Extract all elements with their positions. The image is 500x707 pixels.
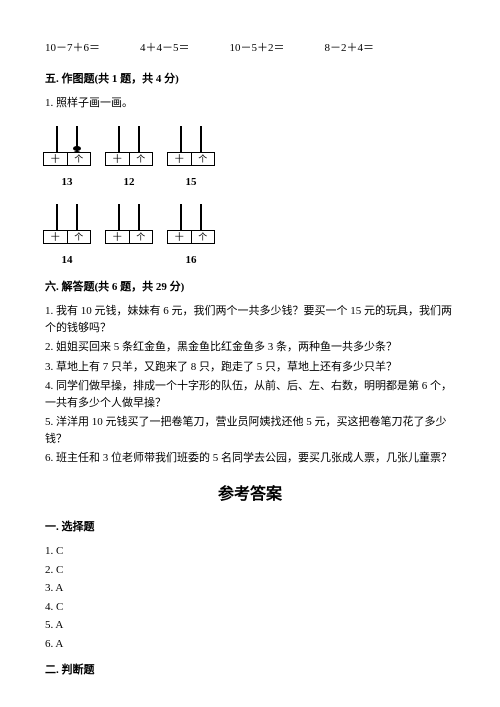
q6-4: 4. 同学们做早操，排成一个十字形的队伍，从前、后、左、右数，明明都是第 6 个… [45, 378, 455, 411]
abacus-number: 16 [186, 252, 197, 269]
q6-1: 1. 我有 10 元钱，妹妹有 6 元，我们两个一共多少钱？要买一个 15 元的… [45, 303, 455, 336]
section-5-header: 五. 作图题(共 1 题，共 4 分) [45, 71, 455, 88]
abacus-row-1: 十个 13 十个 12 十个 15 [45, 126, 455, 191]
equation-2: 4＋4－5＝ [140, 40, 190, 57]
equation-row: 10－7＋6＝ 4＋4－5＝ 10－5＋2＝ 8－2＋4＝ [45, 40, 455, 57]
abacus-number: 14 [62, 252, 73, 269]
tens-label: 十 [106, 153, 130, 165]
judge-header: 二. 判断题 [45, 662, 455, 679]
equation-1: 10－7＋6＝ [45, 40, 100, 57]
answer-3: 3. A [45, 580, 455, 597]
tens-label: 十 [106, 231, 130, 243]
choice-answers: 1. C 2. C 3. A 4. C 5. A 6. A [45, 543, 455, 652]
choice-header: 一. 选择题 [45, 519, 455, 536]
answer-5: 5. A [45, 617, 455, 634]
tens-label: 十 [168, 231, 192, 243]
abacus-blank: 十个 [107, 204, 151, 269]
answer-4: 4. C [45, 599, 455, 616]
section-6-header: 六. 解答题(共 6 题，共 29 分) [45, 279, 455, 296]
q6-2: 2. 姐姐买回来 5 条红金鱼，黑金鱼比红金鱼多 3 条，两种鱼一共多少条？ [45, 339, 455, 356]
abacus-number: 15 [186, 174, 197, 191]
abacus-14: 十个 14 [45, 204, 89, 269]
equation-3: 10－5＋2＝ [230, 40, 285, 57]
ones-label: 个 [130, 153, 153, 165]
equation-4: 8－2＋4＝ [325, 40, 375, 57]
ones-label: 个 [192, 231, 215, 243]
abacus-15: 十个 15 [169, 126, 213, 191]
q6-5: 5. 洋洋用 10 元钱买了一把卷笔刀，营业员阿姨找还他 5 元，买这把卷笔刀花… [45, 414, 455, 447]
abacus-12: 十个 12 [107, 126, 151, 191]
answer-6: 6. A [45, 636, 455, 653]
answer-2: 2. C [45, 562, 455, 579]
answer-1: 1. C [45, 543, 455, 560]
ones-label: 个 [68, 153, 91, 165]
section-5-q1: 1. 照样子画一画。 [45, 95, 455, 112]
tens-label: 十 [44, 153, 68, 165]
word-problems: 1. 我有 10 元钱，妹妹有 6 元，我们两个一共多少钱？要买一个 15 元的… [45, 303, 455, 467]
ones-label: 个 [192, 153, 215, 165]
ones-label: 个 [68, 231, 91, 243]
abacus-number: 12 [124, 174, 135, 191]
q6-6: 6. 班主任和 3 位老师带我们班委的 5 名同学去公园，要买几张成人票，几张儿… [45, 450, 455, 467]
abacus-13: 十个 13 [45, 126, 89, 191]
abacus-row-2: 十个 14 十个 十个 16 [45, 204, 455, 269]
ones-label: 个 [130, 231, 153, 243]
abacus-16: 十个 16 [169, 204, 213, 269]
tens-label: 十 [44, 231, 68, 243]
answer-title: 参考答案 [45, 483, 455, 507]
q6-3: 3. 草地上有 7 只羊，又跑来了 8 只，跑走了 5 只，草地上还有多少只羊？ [45, 359, 455, 376]
abacus-number: 13 [62, 174, 73, 191]
tens-label: 十 [168, 153, 192, 165]
